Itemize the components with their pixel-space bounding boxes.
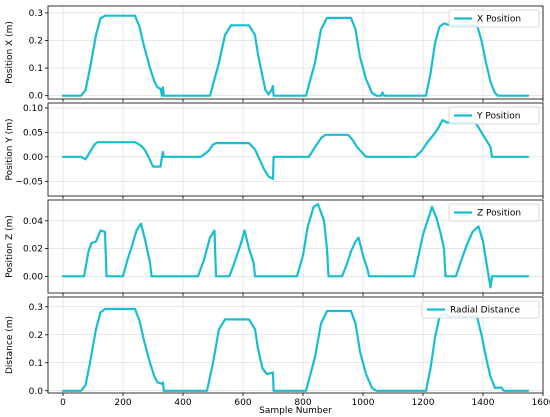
series-line-3 <box>61 203 530 289</box>
legend-box <box>448 203 540 222</box>
y-tick-label: 0.05 <box>23 128 43 138</box>
y-tick-label: −0.05 <box>15 177 43 187</box>
legend-box <box>448 106 540 125</box>
x-tick-label: 800 <box>294 398 311 408</box>
y-tick-label: 0.02 <box>23 245 43 255</box>
axes-frame <box>47 199 544 294</box>
y-tick-label: 0.00 <box>23 272 43 282</box>
x-tick-label: 1400 <box>472 398 495 408</box>
series-line-4 <box>61 307 530 392</box>
y-axis-label: Position Z (m) <box>5 215 15 278</box>
x-tick-label: 1600 <box>532 398 550 408</box>
y-axis-label: Position Y (m) <box>5 118 15 180</box>
x-tick-label: 400 <box>174 398 191 408</box>
subplot-3: 0.00 0.02 0.04 Position Z (m) Z Position <box>5 199 544 296</box>
y-axis-label: Position X (m) <box>5 21 15 84</box>
axes-frame <box>47 102 544 197</box>
legend-label: Radial Distance <box>450 306 520 316</box>
y-tick-label: 0.1 <box>29 359 43 369</box>
legend-label: X Position <box>477 15 521 25</box>
series-line-2 <box>61 119 530 180</box>
legend: Radial Distance <box>421 300 540 319</box>
axes-frame <box>47 296 544 394</box>
subplot-4: 0.0 0.1 0.2 0.3 0 200 400 600 800 1000 1200 1400 160… <box>5 296 550 416</box>
x-tick-label: 1000 <box>352 398 375 408</box>
y-tick-label: 0.0 <box>29 92 44 102</box>
x-tick-label: 1200 <box>412 398 435 408</box>
x-tick-label: 0 <box>60 398 66 408</box>
axes-frame <box>47 5 544 100</box>
legend: X Position <box>448 9 540 28</box>
y-tick-label: 0.0 <box>29 387 44 397</box>
y-tick-label: 0.3 <box>29 9 43 19</box>
legend-label: Z Position <box>477 209 521 219</box>
y-tick-label: 0.2 <box>29 36 43 46</box>
legend-label: Y Position <box>476 112 520 122</box>
y-tick-label: 0.1 <box>29 64 43 74</box>
y-axis-label: Distance (m) <box>5 316 15 374</box>
y-tick-label: 0.3 <box>29 303 43 313</box>
y-tick-label: 0.00 <box>23 153 43 163</box>
subplot-1: 0.0 0.1 0.2 0.3 Position X (m) X Position <box>5 5 544 102</box>
subplot-2: −0.05 0.00 0.05 0.10 Position Y (m) Y Positio… <box>5 102 544 199</box>
y-tick-label: 0.04 <box>23 217 43 227</box>
x-tick-label: 200 <box>114 398 131 408</box>
y-tick-label: 0.2 <box>29 331 43 341</box>
x-axis-label: Sample Number <box>259 406 332 416</box>
legend-box <box>421 300 540 319</box>
legend: Z Position <box>448 203 540 222</box>
x-tick-label: 600 <box>234 398 251 408</box>
y-tick-label: 0.10 <box>23 104 43 114</box>
legend-box <box>448 9 540 28</box>
legend: Y Position <box>448 106 540 125</box>
series-line-1 <box>61 14 530 97</box>
